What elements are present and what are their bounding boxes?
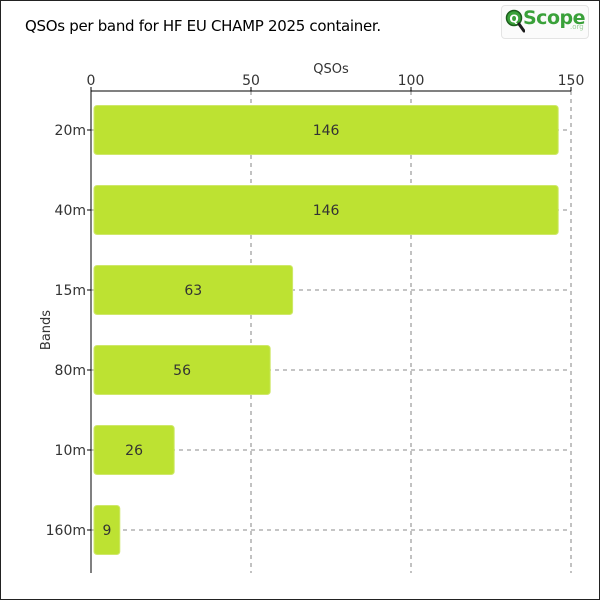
y-tick-label: 40m xyxy=(55,203,86,219)
axes: 0 50 100 150 20m 40m 15m 80m 10m 160m xyxy=(46,73,585,573)
y-tick-label: 15m xyxy=(55,283,86,299)
chart-title: QSOs per band for HF EU CHAMP 2025 conta… xyxy=(25,17,381,35)
y-tick-label: 160m xyxy=(46,523,86,539)
magnifier-q-icon: Q xyxy=(505,9,525,33)
grid-lines xyxy=(91,91,572,573)
bar-value-label: 63 xyxy=(184,283,202,299)
bar-value-label: 56 xyxy=(173,363,191,379)
bar-value-label: 146 xyxy=(313,203,340,219)
bar xyxy=(93,105,559,155)
x-tick-label: 100 xyxy=(398,73,425,89)
qscope-logo: Q Scope .org xyxy=(501,5,589,39)
logo-text: Scope xyxy=(523,7,586,29)
logo-tld: .org xyxy=(570,23,584,31)
y-tick-label: 20m xyxy=(55,123,86,139)
y-axis-label: Bands xyxy=(39,310,54,350)
bar xyxy=(93,425,175,475)
x-tick-label: 50 xyxy=(242,73,260,89)
svg-text:Q: Q xyxy=(509,13,518,26)
x-tick-label: 150 xyxy=(558,73,585,89)
x-tick-label: 0 xyxy=(87,73,96,89)
bar-value-label: 9 xyxy=(102,523,111,539)
bar-value-label: 26 xyxy=(125,443,143,459)
bar-value-label: 146 xyxy=(313,123,340,139)
y-tick-label: 10m xyxy=(55,443,86,459)
bar xyxy=(93,345,271,395)
x-axis-label: QSOs xyxy=(313,62,349,77)
bar xyxy=(93,505,121,555)
y-tick-label: 80m xyxy=(55,363,86,379)
bar xyxy=(93,265,294,315)
bar xyxy=(93,185,559,235)
bars: 146 146 63 56 26 9 xyxy=(93,105,559,555)
